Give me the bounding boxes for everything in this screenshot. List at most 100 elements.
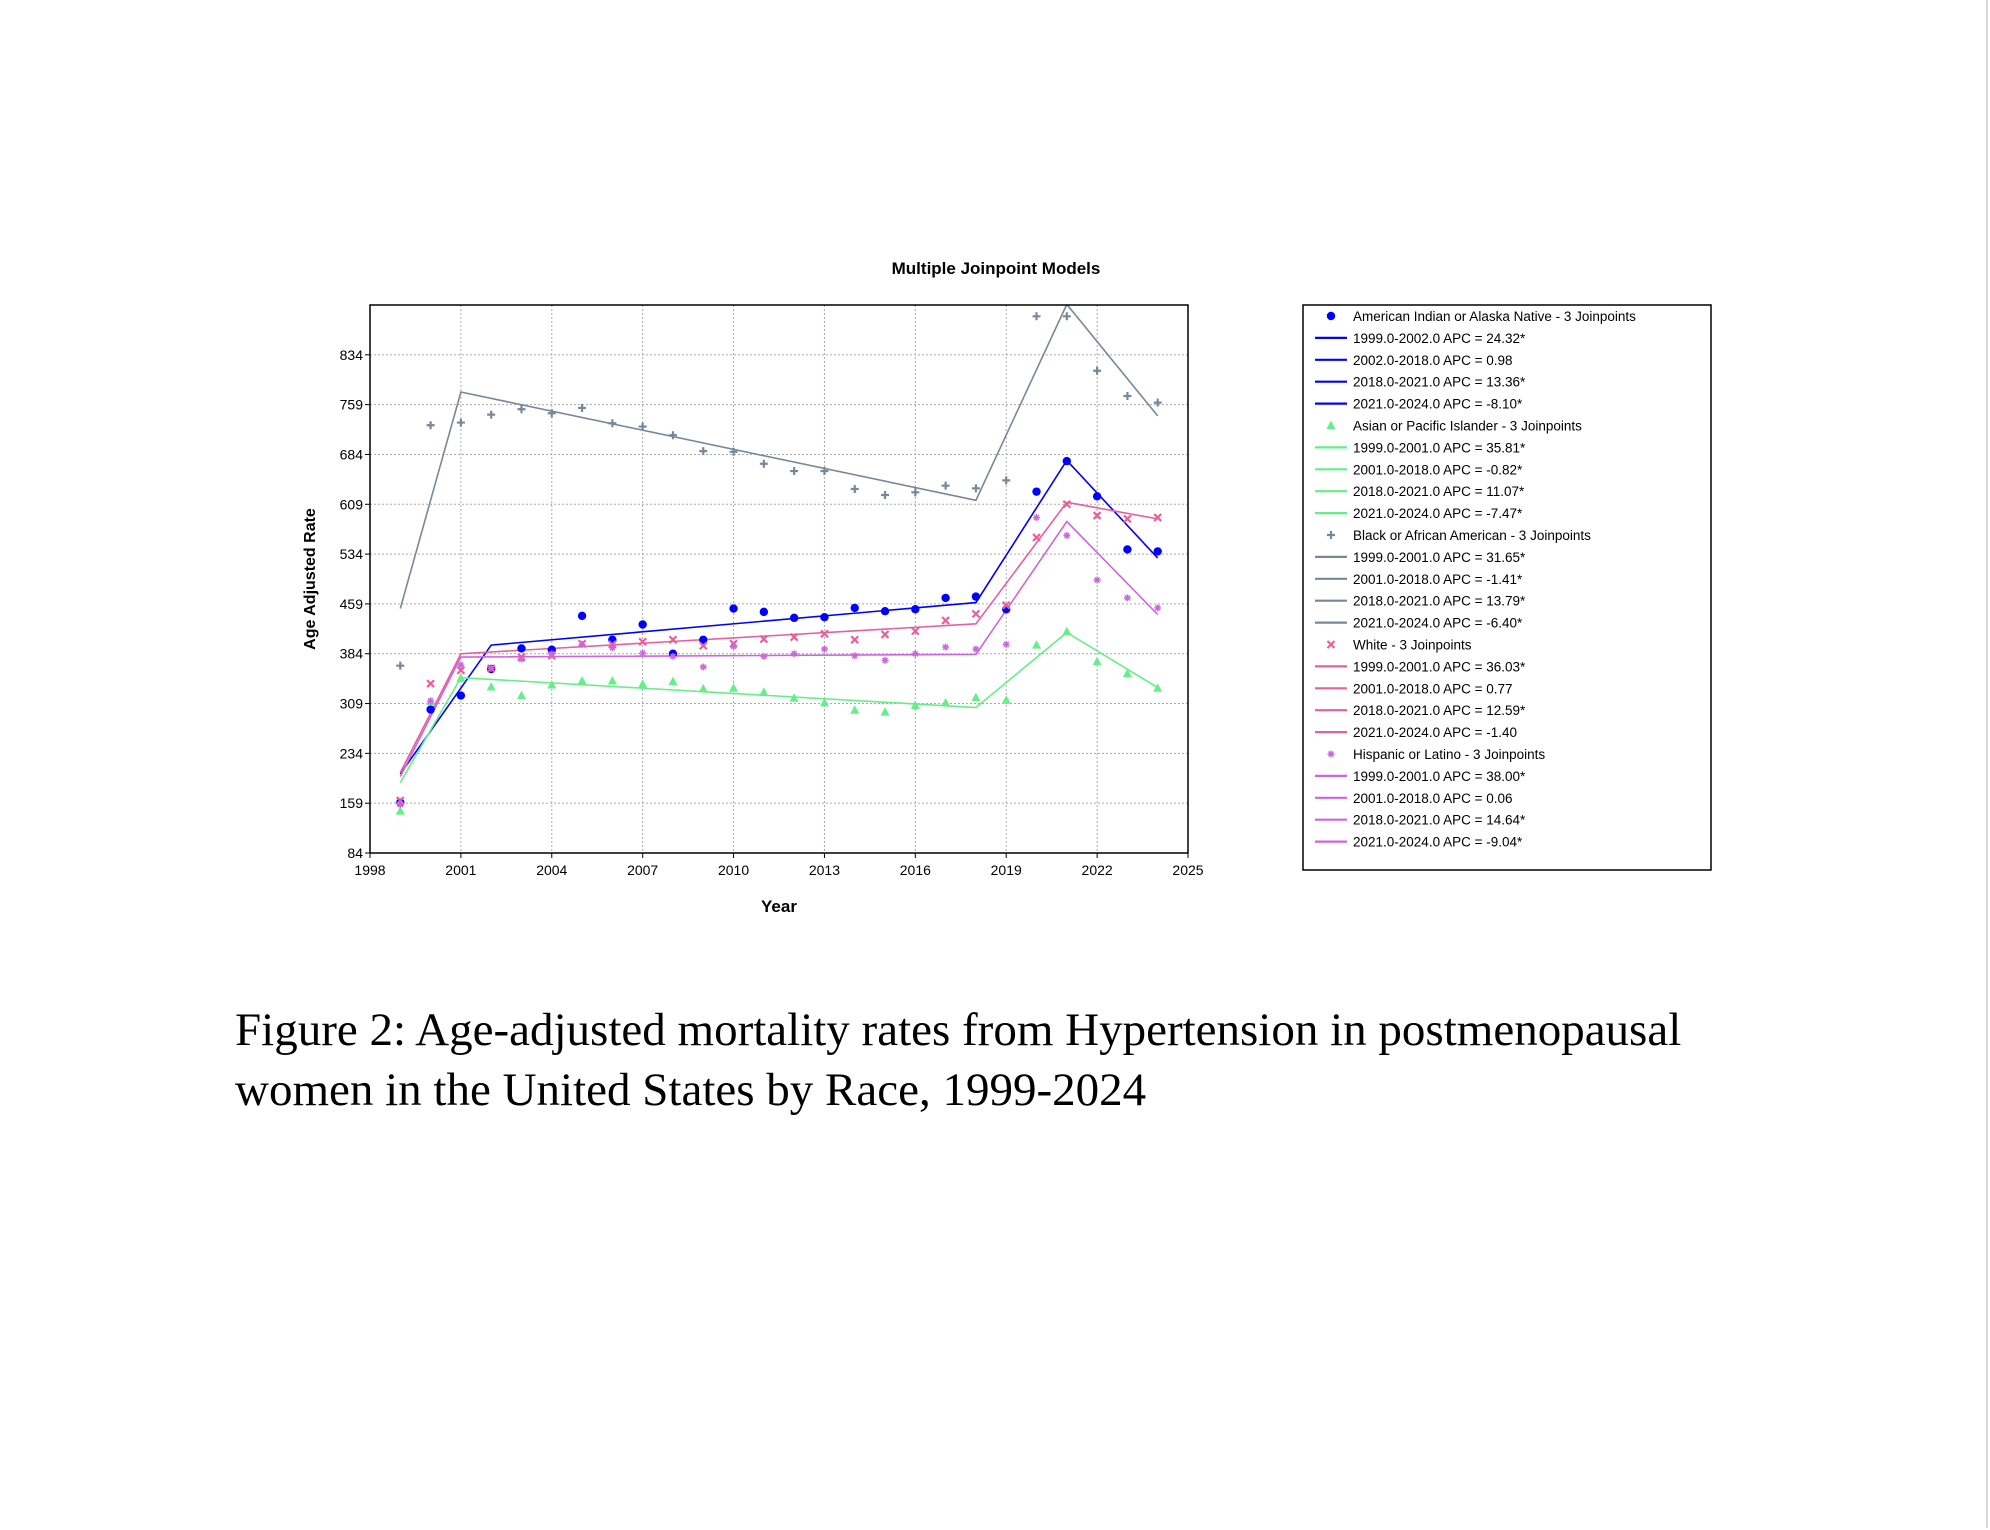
data-point-series-3: [850, 635, 860, 645]
data-point-series-3: [880, 630, 890, 639]
y-tick-label: 309: [340, 696, 364, 712]
data-point-series-4: [608, 644, 616, 652]
data-point-series-0: [911, 605, 920, 614]
legend-series-name: Asian or Pacific Islander - 3 Joinpoints: [1353, 419, 1582, 434]
data-point-series-4: [639, 649, 647, 657]
legend-segment-label: 2018.0-2021.0 APC = 11.07*: [1353, 484, 1525, 499]
data-point-series-3: [911, 626, 920, 636]
legend-segment-label: 1999.0-2001.0 APC = 35.81*: [1353, 440, 1526, 455]
fit-line-series-4: [399, 520, 1159, 777]
data-point-series-1: [577, 675, 587, 685]
data-point-series-2: [1123, 392, 1132, 401]
data-point-series-2: [578, 403, 587, 412]
legend-segment-label: 1999.0-2001.0 APC = 38.00*: [1353, 769, 1526, 784]
data-point-series-4: [457, 661, 465, 669]
y-tick-label: 609: [340, 496, 364, 512]
legend-segment-label: 2018.0-2021.0 APC = 13.79*: [1353, 594, 1526, 609]
data-point-series-4: [911, 650, 919, 658]
data-point-series-3: [1153, 513, 1162, 522]
data-point-series-4: [851, 652, 859, 660]
legend-segment-label: 2001.0-2018.0 APC = -0.82*: [1353, 462, 1523, 477]
legend-series-name: American Indian or Alaska Native - 3 Joi…: [1353, 309, 1636, 324]
data-point-series-2: [517, 405, 526, 414]
data-point-series-4: [790, 650, 798, 658]
data-point-series-4: [517, 655, 525, 663]
data-point-series-0: [850, 603, 859, 613]
x-tick-label: 2001: [445, 862, 476, 878]
data-point-series-2: [1093, 366, 1102, 375]
data-point-series-4: [669, 652, 677, 660]
data-point-series-4: [1123, 594, 1131, 602]
data-point-series-1: [1062, 626, 1072, 636]
x-tick-label: 2025: [1172, 862, 1203, 878]
data-point-series-0: [820, 612, 829, 622]
data-point-series-3: [668, 635, 678, 645]
data-point-series-1: [547, 679, 557, 689]
x-tick-label: 2010: [718, 862, 749, 878]
plot-area-frame: [369, 304, 1189, 854]
data-point-series-3: [759, 634, 769, 644]
data-point-series-2: [1153, 398, 1162, 407]
data-point-series-3: [1001, 600, 1011, 610]
y-tick-label: 159: [340, 795, 364, 811]
y-tick-label: 384: [340, 646, 364, 662]
x-tick-label: 2007: [627, 862, 658, 878]
y-tick-label: 759: [340, 397, 364, 413]
legend-segment-label: 2018.0-2021.0 APC = 12.59*: [1353, 703, 1526, 718]
data-point-series-0: [729, 604, 738, 613]
fit-line-series-0: [399, 459, 1159, 775]
y-tick-label: 534: [340, 546, 364, 562]
data-point-series-1: [516, 690, 526, 700]
legend-segment-label: 1999.0-2001.0 APC = 36.03*: [1353, 659, 1526, 674]
data-point-series-2: [941, 481, 950, 490]
data-point-series-2: [608, 419, 617, 428]
y-tick-label: 84: [347, 845, 363, 861]
legend-segment-label: 2001.0-2018.0 APC = 0.77: [1353, 681, 1513, 696]
x-tick-label: 2016: [900, 862, 931, 878]
data-point-series-1: [395, 806, 405, 815]
chart-title: Multiple Joinpoint Models: [892, 259, 1101, 278]
data-point-series-1: [1122, 668, 1132, 678]
data-point-series-3: [971, 609, 981, 619]
legend-segment-label: 1999.0-2002.0 APC = 24.32*: [1353, 331, 1526, 346]
data-point-series-1: [789, 693, 799, 702]
data-point-series-0: [517, 644, 526, 653]
data-point-series-4: [881, 656, 889, 664]
data-points: [395, 312, 1163, 815]
data-point-series-0: [1123, 545, 1132, 554]
data-point-series-1: [880, 707, 890, 716]
y-axis-label: Age Adjusted Rate: [302, 508, 319, 650]
data-point-series-2: [638, 422, 647, 431]
data-point-series-0: [638, 620, 647, 629]
data-point-series-2: [820, 467, 829, 476]
x-axis-ticks: 1998 2001 2004 2007 2010 2013 2016 2019 2022 2025: [354, 853, 1204, 878]
data-point-series-2: [426, 421, 435, 430]
data-point-series-3: [789, 632, 799, 642]
grid-lines: [370, 305, 1188, 853]
figure-caption: Figure 2: Age-adjusted mortality rates f…: [235, 1004, 1682, 1116]
data-point-series-0: [699, 635, 708, 644]
data-point-series-0: [456, 691, 466, 700]
data-point-series-4: [578, 640, 586, 648]
data-point-series-1: [698, 683, 708, 693]
data-point-series-4: [396, 801, 404, 809]
data-point-series-4: [699, 663, 707, 671]
legend: American Indian or Alaska Native - 3 Joi…: [1315, 309, 1636, 850]
data-point-series-1: [759, 687, 769, 696]
x-tick-label: 2004: [536, 862, 567, 878]
data-point-series-2: [790, 467, 799, 476]
data-point-series-4: [487, 664, 495, 672]
data-point-series-2: [911, 488, 920, 497]
data-point-series-1: [941, 697, 951, 707]
data-point-series-3: [1062, 499, 1072, 509]
legend-marker-series-0: [1326, 311, 1336, 321]
data-point-series-4: [730, 642, 738, 650]
x-axis-label: Year: [761, 897, 797, 916]
data-point-series-1: [607, 675, 617, 685]
data-point-series-2: [668, 431, 677, 440]
data-point-series-4: [1063, 531, 1071, 539]
data-point-series-4: [1033, 514, 1041, 522]
data-point-series-4: [760, 652, 768, 660]
data-point-series-2: [487, 410, 496, 419]
